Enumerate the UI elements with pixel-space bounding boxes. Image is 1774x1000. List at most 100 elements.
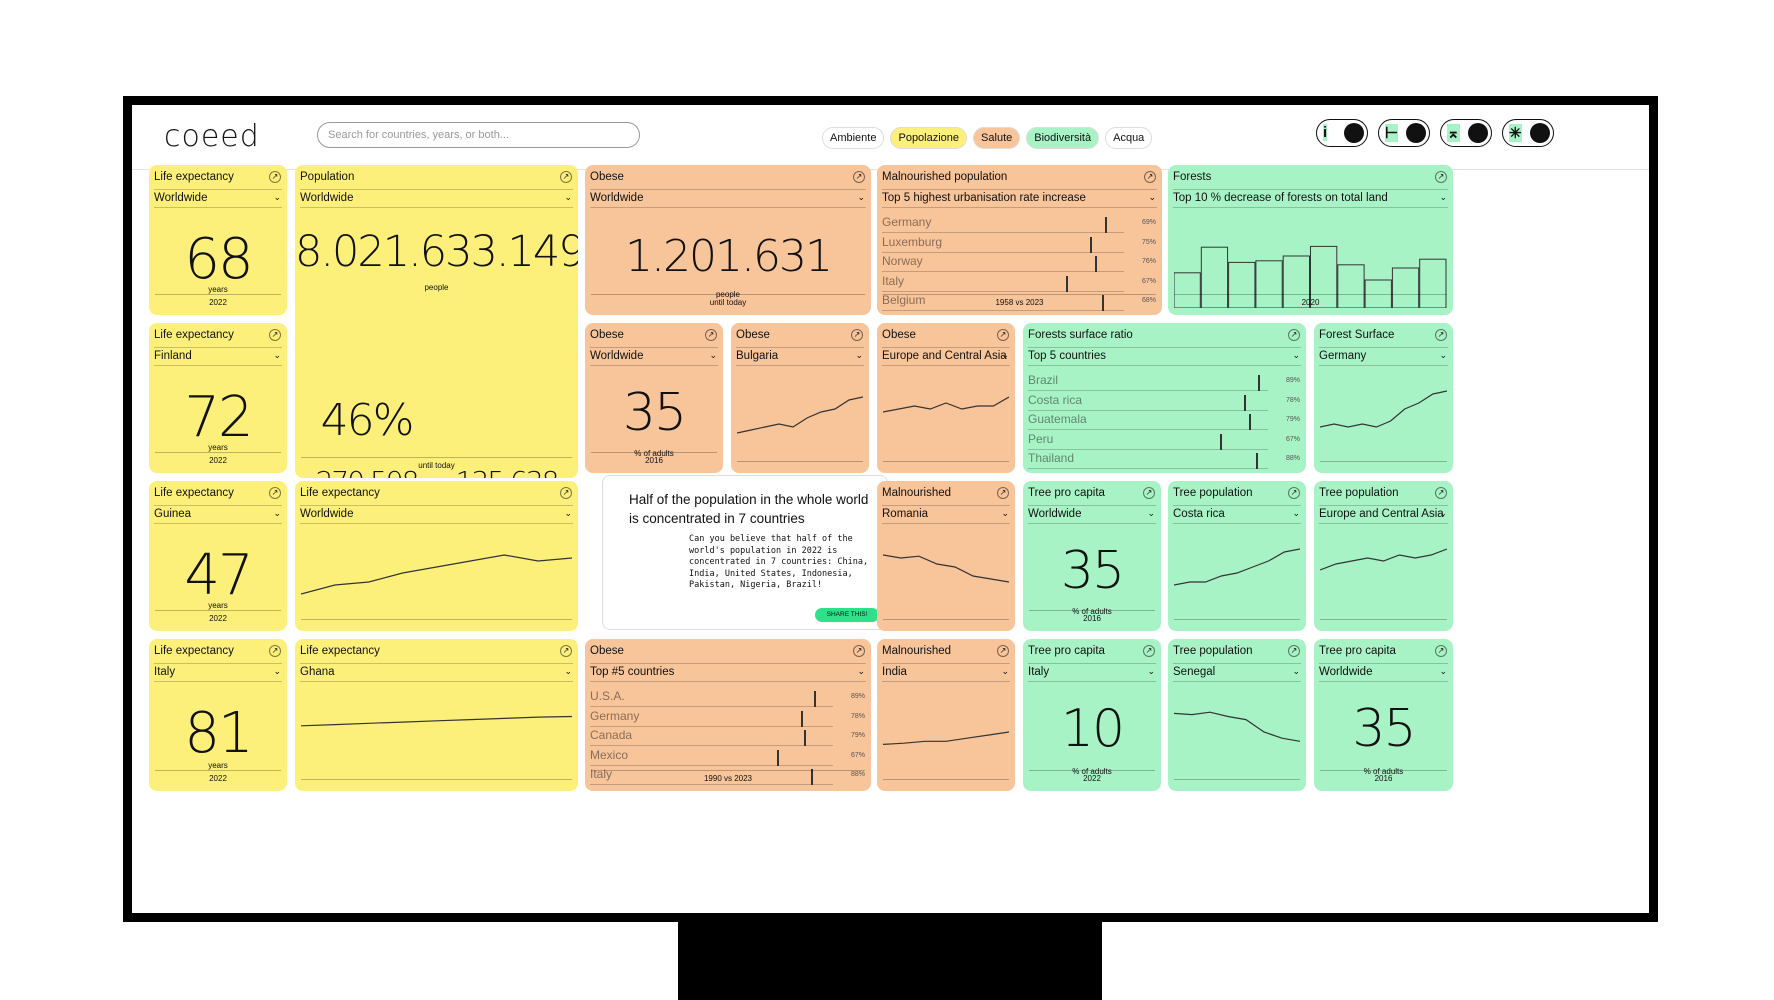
expand-icon[interactable]: ↗: [997, 645, 1009, 657]
card-le_gh[interactable]: Life expectancy ↗ Ghana ⌄: [295, 639, 578, 791]
chevron-down-icon[interactable]: ⌄: [273, 666, 281, 676]
expand-icon[interactable]: ↗: [853, 645, 865, 657]
expand-icon[interactable]: ↗: [851, 329, 863, 341]
settings-icon-toggle[interactable]: ✳: [1502, 119, 1554, 147]
tag-popolazione[interactable]: Popolazione: [890, 127, 968, 149]
card-le_it[interactable]: Life expectancy ↗ Italy ⌄ 81 years 2022: [149, 639, 287, 791]
chevron-down-icon[interactable]: ⌄: [1001, 350, 1009, 360]
card-le_gn[interactable]: Life expectancy ↗ Guinea ⌄ 47 years 2022: [149, 481, 287, 631]
expand-icon[interactable]: ↗: [1435, 171, 1447, 183]
card-selector[interactable]: Germany: [1319, 347, 1448, 366]
card-selector[interactable]: Senegal: [1173, 663, 1301, 682]
chevron-down-icon[interactable]: ⌄: [1439, 508, 1447, 518]
card-ob_ww2[interactable]: Obese ↗ Worldwide ⌄ 35 % of adults 2016: [585, 323, 723, 473]
card-selector[interactable]: Worldwide: [154, 189, 282, 208]
chevron-down-icon[interactable]: ⌄: [857, 192, 865, 202]
layout-icon-toggle[interactable]: ⊢: [1378, 119, 1430, 147]
card-selector[interactable]: Worldwide: [590, 189, 866, 208]
card-selector[interactable]: Worldwide: [300, 189, 573, 208]
card-selector[interactable]: Guinea: [154, 505, 282, 524]
card-le_fi[interactable]: Life expectancy ↗ Finland ⌄ 72 years 2022: [149, 323, 287, 473]
expand-icon[interactable]: ↗: [1143, 645, 1155, 657]
chevron-down-icon[interactable]: ⌄: [1001, 666, 1009, 676]
tag-ambiente[interactable]: Ambiente: [822, 127, 885, 149]
expand-icon[interactable]: ↗: [560, 171, 572, 183]
chevron-down-icon[interactable]: ⌄: [273, 192, 281, 202]
logo[interactable]: coeed: [164, 119, 260, 154]
chevron-down-icon[interactable]: ⌄: [273, 508, 281, 518]
card-tpc_ww2[interactable]: Tree pro capita ↗ Worldwide ⌄ 35 % of adults 2…: [1314, 639, 1453, 791]
chevron-down-icon[interactable]: ⌄: [1439, 666, 1447, 676]
expand-icon[interactable]: ↗: [997, 487, 1009, 499]
chevron-down-icon[interactable]: ⌄: [1439, 350, 1447, 360]
card-mal_in[interactable]: Malnourished ↗ India ⌄: [877, 639, 1015, 791]
chevron-down-icon[interactable]: ⌄: [564, 192, 572, 202]
chevron-down-icon[interactable]: ⌄: [709, 350, 717, 360]
expand-icon[interactable]: ↗: [269, 487, 281, 499]
card-selector[interactable]: Romania: [882, 505, 1010, 524]
card-ob_bg[interactable]: Obese ↗ Bulgaria ⌄: [731, 323, 869, 473]
card-selector[interactable]: Europe and Central Asia: [882, 347, 1010, 366]
expand-icon[interactable]: ↗: [1288, 645, 1300, 657]
chevron-down-icon[interactable]: ⌄: [1292, 666, 1300, 676]
tag-biodiversità[interactable]: Biodiversità: [1026, 127, 1100, 149]
card-selector[interactable]: Top 10 % decrease of forests on total la…: [1173, 189, 1448, 208]
search-input[interactable]: Search for countries, years, or both...: [317, 122, 640, 148]
card-forests[interactable]: Forests ↗ Top 10 % decrease of forests on …: [1168, 165, 1453, 315]
card-selector[interactable]: Worldwide: [590, 347, 718, 366]
card-selector[interactable]: Top 5 countries: [1028, 347, 1301, 366]
expand-icon[interactable]: ↗: [269, 329, 281, 341]
chevron-down-icon[interactable]: ⌄: [1147, 508, 1155, 518]
chevron-down-icon[interactable]: ⌄: [564, 666, 572, 676]
share-button[interactable]: SHARE THIS!: [815, 608, 879, 622]
card-selector[interactable]: Worldwide: [1319, 663, 1448, 682]
card-selector[interactable]: Ghana: [300, 663, 573, 682]
expand-icon[interactable]: ↗: [997, 329, 1009, 341]
chevron-down-icon[interactable]: ⌄: [1148, 192, 1156, 202]
card-tp_sn[interactable]: Tree population ↗ Senegal ⌄: [1168, 639, 1306, 791]
info-icon-toggle[interactable]: i: [1316, 119, 1368, 147]
chevron-down-icon[interactable]: ⌄: [857, 666, 865, 676]
card-selector[interactable]: Europe and Central Asia: [1319, 505, 1448, 524]
card-tpc_ww[interactable]: Tree pro capita ↗ Worldwide ⌄ 35 % of adults 2…: [1023, 481, 1161, 631]
card-obese_ww[interactable]: Obese ↗ Worldwide ⌄ 1.201.631 people until tod…: [585, 165, 871, 315]
chevron-down-icon[interactable]: ⌄: [1001, 508, 1009, 518]
card-ob_top[interactable]: Obese ↗ Top #5 countries ⌄ U.S.A. 89% Germany 7…: [585, 639, 871, 791]
expand-icon[interactable]: ↗: [560, 487, 572, 499]
chevron-down-icon[interactable]: ⌄: [564, 508, 572, 518]
card-selector[interactable]: Worldwide: [1028, 505, 1156, 524]
expand-icon[interactable]: ↗: [705, 329, 717, 341]
expand-icon[interactable]: ↗: [269, 171, 281, 183]
card-selector[interactable]: Costa rica: [1173, 505, 1301, 524]
expand-icon[interactable]: ↗: [1288, 487, 1300, 499]
card-tp_eca[interactable]: Tree population ↗ Europe and Central Asia ⌄: [1314, 481, 1453, 631]
card-tpc_it[interactable]: Tree pro capita ↗ Italy ⌄ 10 % of adults 2022: [1023, 639, 1161, 791]
expand-icon[interactable]: ↗: [1435, 487, 1447, 499]
expand-icon[interactable]: ↗: [853, 171, 865, 183]
chevron-down-icon[interactable]: ⌄: [1292, 350, 1300, 360]
chevron-down-icon[interactable]: ⌄: [1292, 508, 1300, 518]
expand-icon[interactable]: ↗: [1144, 171, 1156, 183]
card-fs_de[interactable]: Forest Surface ↗ Germany ⌄: [1314, 323, 1453, 473]
chevron-down-icon[interactable]: ⌄: [1439, 192, 1447, 202]
tag-acqua[interactable]: Acqua: [1105, 127, 1153, 149]
chevron-down-icon[interactable]: ⌄: [855, 350, 863, 360]
expand-icon[interactable]: ↗: [1288, 329, 1300, 341]
card-mal_ro[interactable]: Malnourished ↗ Romania ⌄: [877, 481, 1015, 631]
expand-icon[interactable]: ↗: [269, 645, 281, 657]
expand-icon[interactable]: ↗: [1435, 329, 1447, 341]
expand-icon[interactable]: ↗: [560, 645, 572, 657]
filter-icon-toggle[interactable]: ⌅: [1440, 119, 1492, 147]
card-fsr[interactable]: Forests surface ratio ↗ Top 5 countries ⌄ Br…: [1023, 323, 1306, 473]
expand-icon[interactable]: ↗: [1143, 487, 1155, 499]
card-ob_eca[interactable]: Obese ↗ Europe and Central Asia ⌄: [877, 323, 1015, 473]
card-le_ww_line[interactable]: Life expectancy ↗ Worldwide ⌄: [295, 481, 578, 631]
tag-salute[interactable]: Salute: [973, 127, 1021, 149]
card-selector[interactable]: Top #5 countries: [590, 663, 866, 682]
card-selector[interactable]: Italy: [1028, 663, 1156, 682]
card-selector[interactable]: Finland: [154, 347, 282, 366]
expand-icon[interactable]: ↗: [1435, 645, 1447, 657]
card-mal[interactable]: Malnourished population ↗ Top 5 highest ur…: [877, 165, 1162, 315]
card-selector[interactable]: Top 5 highest urbanisation rate increase: [882, 189, 1157, 208]
story-card[interactable]: Half of the population in the whole worl…: [602, 475, 888, 630]
